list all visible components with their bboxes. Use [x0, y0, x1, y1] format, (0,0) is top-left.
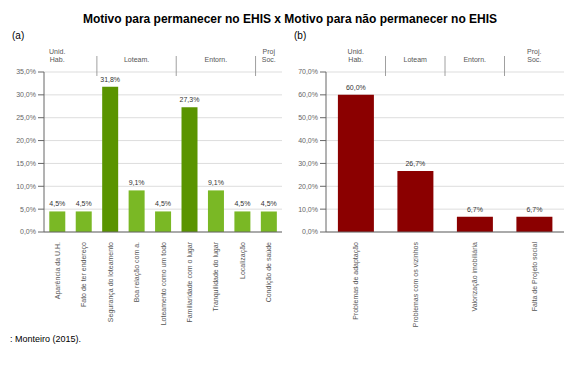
- svg-text:4,5%: 4,5%: [49, 200, 65, 207]
- svg-text:60,0%: 60,0%: [346, 84, 366, 91]
- svg-text:Proj: Proj: [263, 48, 276, 56]
- svg-text:40,0%: 40,0%: [298, 137, 318, 144]
- svg-text:20,0%: 20,0%: [16, 137, 36, 144]
- svg-text:26,7%: 26,7%: [405, 160, 425, 167]
- svg-text:0,0%: 0,0%: [20, 228, 36, 235]
- svg-text:31,8%: 31,8%: [100, 76, 120, 83]
- svg-text:Aparência da U.H.: Aparência da U.H.: [54, 242, 62, 299]
- svg-text:15,0%: 15,0%: [16, 160, 36, 167]
- html-text:(b): (b): [294, 30, 307, 41]
- svg-text:6,7%: 6,7%: [526, 206, 542, 213]
- svg-text:Proj.: Proj.: [527, 48, 541, 56]
- svg-text:30,0%: 30,0%: [298, 160, 318, 167]
- svg-text:4,5%: 4,5%: [155, 200, 171, 207]
- svg-text:Tranquilidade do lugar: Tranquilidade do lugar: [212, 241, 220, 311]
- svg-text:Falta de Projeto social: Falta de Projeto social: [531, 242, 539, 312]
- svg-text:10,0%: 10,0%: [298, 206, 318, 213]
- svg-text:Hab.: Hab.: [50, 56, 65, 63]
- svg-text:Unid.: Unid.: [49, 48, 65, 55]
- svg-text:Soc.: Soc.: [262, 56, 276, 63]
- svg-text:Unid.: Unid.: [348, 48, 364, 55]
- svg-text:20,0%: 20,0%: [298, 183, 318, 190]
- svg-text:6,7%: 6,7%: [467, 206, 483, 213]
- svg-text:Soc.: Soc.: [527, 56, 541, 63]
- svg-text:70,0%: 70,0%: [298, 68, 318, 75]
- svg-text:30,0%: 30,0%: [16, 91, 36, 98]
- html-text:: Monteiro (2015).: : Monteiro (2015).: [10, 334, 81, 344]
- svg-text:Fato de ter endereço: Fato de ter endereço: [80, 242, 88, 307]
- svg-text:60,0%: 60,0%: [298, 91, 318, 98]
- svg-text:9,1%: 9,1%: [129, 179, 145, 186]
- svg-text:4,5%: 4,5%: [261, 200, 277, 207]
- svg-text:Condição de saúde: Condição de saúde: [265, 242, 273, 302]
- svg-text:Valorização imobiliária: Valorização imobiliária: [471, 242, 479, 312]
- html-text:Motivo para permanecer no EHIS: Motivo para permanecer no EHIS x Motivo …: [82, 12, 498, 26]
- svg-text:Problemas de adaptação: Problemas de adaptação: [352, 242, 360, 320]
- svg-text:50,0%: 50,0%: [298, 114, 318, 121]
- svg-text:25,0%: 25,0%: [16, 114, 36, 121]
- svg-text:Localização: Localização: [239, 242, 247, 279]
- svg-text:Boa relação com a.: Boa relação com a.: [133, 242, 141, 302]
- svg-text:Entorn.: Entorn.: [463, 56, 486, 63]
- svg-text:Loteam.: Loteam.: [124, 56, 149, 63]
- html-text:(a): (a): [12, 30, 25, 41]
- svg-text:Hab.: Hab.: [348, 56, 363, 63]
- svg-text:Familiaridade com o lugar: Familiaridade com o lugar: [186, 241, 194, 322]
- svg-text:10,0%: 10,0%: [16, 183, 36, 190]
- svg-text:4,5%: 4,5%: [234, 200, 250, 207]
- svg-text:Problemas com os vizinhos: Problemas com os vizinhos: [412, 242, 419, 328]
- svg-text:27,3%: 27,3%: [180, 96, 200, 103]
- svg-text:35,0%: 35,0%: [16, 68, 36, 75]
- svg-text:Segurança do loteamento: Segurança do loteamento: [107, 242, 115, 322]
- svg-text:Loteamento como um todo: Loteamento como um todo: [160, 242, 167, 325]
- svg-text:5,0%: 5,0%: [20, 206, 36, 213]
- svg-text:4,5%: 4,5%: [76, 200, 92, 207]
- svg-text:0,0%: 0,0%: [302, 228, 318, 235]
- svg-text:Loteam: Loteam: [404, 56, 428, 63]
- svg-text:9,1%: 9,1%: [208, 179, 224, 186]
- svg-text:Entorn.: Entorn.: [205, 56, 228, 63]
